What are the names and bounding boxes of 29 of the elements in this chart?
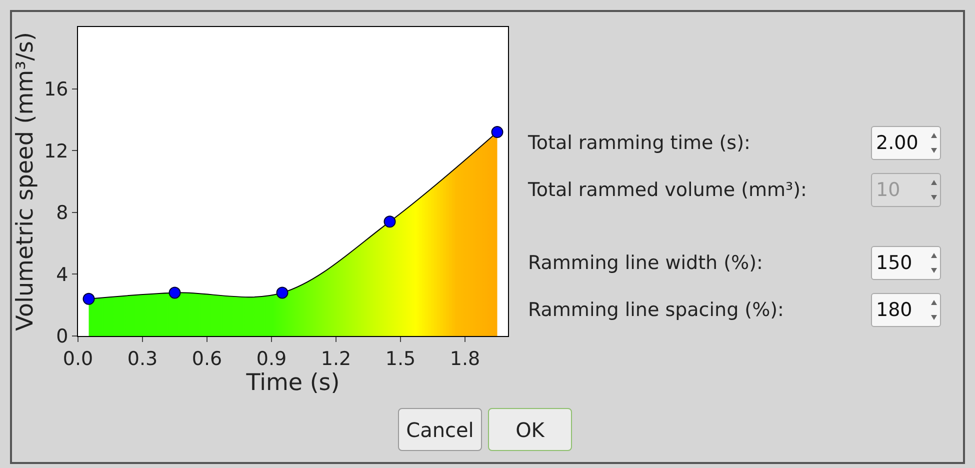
text: 150 [876, 252, 912, 274]
text: 2.00 [876, 132, 918, 154]
y-tick-label: 4 [56, 264, 68, 286]
text: Total ramming time (s): [528, 132, 750, 154]
point [82, 292, 95, 305]
x-tick-label: 0.0 [62, 348, 94, 370]
point [491, 126, 504, 138]
x-axis-title: Time (s) [245, 370, 340, 396]
x-tick-label: 0.3 [127, 348, 158, 370]
y-tick-label: 16 [44, 78, 68, 100]
x-tick-label: 1.5 [385, 348, 416, 370]
y-axis-title: Volumetric speed (mm³/s) [12, 32, 38, 331]
point [384, 216, 396, 228]
text: Cancel [398, 408, 482, 451]
x-tick-label: 0.6 [192, 348, 222, 370]
x-tick-label: 1.2 [320, 348, 352, 370]
point [276, 286, 288, 299]
text: 180 [876, 299, 912, 321]
text: 10 [876, 179, 900, 201]
text: Total rammed volume (mm³): [528, 179, 807, 201]
x-tick-label: 1.8 [450, 348, 480, 370]
text: OK [488, 408, 572, 451]
text: Ramming line spacing (%): [528, 299, 784, 321]
x-tick-label: 0.9 [256, 348, 287, 370]
point [168, 286, 181, 299]
y-tick-label: 12 [44, 140, 68, 162]
text: Ramming line width (%): [528, 252, 763, 274]
y-tick-label: 8 [56, 202, 68, 224]
y-tick-label: 0 [56, 326, 68, 348]
